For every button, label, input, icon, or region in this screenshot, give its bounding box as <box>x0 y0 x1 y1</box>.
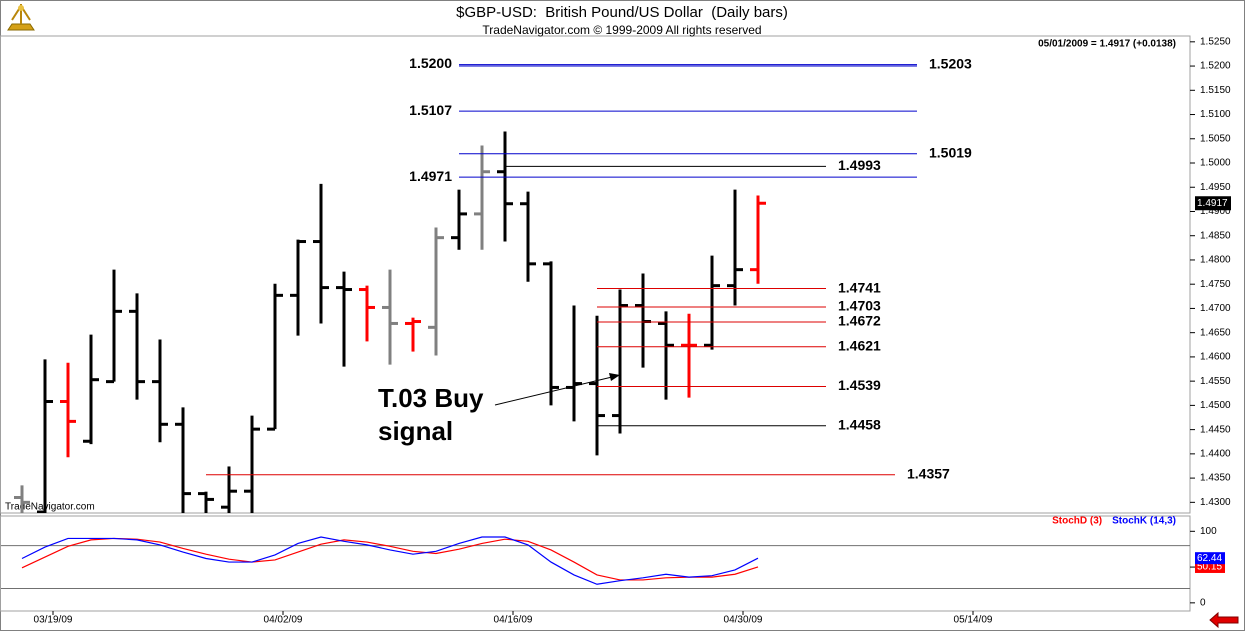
annotation: T.03 Buy <box>378 383 484 413</box>
value-label: 50.15 <box>1197 562 1222 573</box>
y-tick-label: 100 <box>1200 526 1217 537</box>
y-tick-label: 1.4700 <box>1200 303 1231 314</box>
level-label: 1.5203 <box>929 55 972 71</box>
y-tick-label: 1.4300 <box>1200 497 1231 508</box>
level-label: 1.4741 <box>838 279 881 295</box>
y-tick-label: 1.4750 <box>1200 279 1231 290</box>
watermark: TradeNavigator.com <box>5 502 95 513</box>
x-tick-label: 04/30/09 <box>724 615 763 626</box>
y-tick-label: 1.4600 <box>1200 352 1231 363</box>
y-tick-label: 1.5050 <box>1200 133 1231 144</box>
last-price: 1.4917 <box>1197 198 1228 209</box>
y-tick-label: 1.5000 <box>1200 158 1231 169</box>
logo <box>7 4 35 31</box>
level-label: 1.4993 <box>838 157 881 173</box>
y-tick-label: 1.5150 <box>1200 85 1231 96</box>
price-panel <box>0 35 1191 514</box>
x-tick-label: 03/19/09 <box>34 615 73 626</box>
y-tick-label: 1.4800 <box>1200 255 1231 266</box>
y-tick-label: 1.4400 <box>1200 449 1231 460</box>
y-tick-label: 1.5250 <box>1200 36 1231 47</box>
y-tick-label: 1.4900 <box>1200 206 1231 217</box>
level-label: 1.4539 <box>838 377 881 393</box>
legend-entry: StochK (14,3) <box>1112 516 1176 527</box>
level-label: 1.4672 <box>838 313 881 329</box>
y-tick-label: 1.4350 <box>1200 473 1231 484</box>
annotation-arrow <box>494 373 620 406</box>
y-tick-label: 1.4850 <box>1200 230 1231 241</box>
y-tick-label: 1.5200 <box>1200 61 1231 72</box>
level-label: 1.5019 <box>929 144 972 160</box>
y-tick-label: 1.4500 <box>1200 400 1231 411</box>
y-tick-label: 1.4650 <box>1200 327 1231 338</box>
chart-subtitle: TradeNavigator.com © 1999-2009 All right… <box>482 23 761 37</box>
level-label: 1.4357 <box>907 465 950 481</box>
stoch-line <box>21 536 759 585</box>
y-tick-label: 0 <box>1200 597 1206 608</box>
level-label: 1.4971 <box>409 168 452 184</box>
y-tick-label: 1.5100 <box>1200 109 1231 120</box>
last-price-box <box>1195 196 1231 211</box>
level-label: 1.5107 <box>409 102 452 118</box>
level-label: 1.4703 <box>838 298 881 314</box>
value-box <box>1195 552 1225 565</box>
level-label: 1.4621 <box>838 337 881 353</box>
level-label: 1.4458 <box>838 416 881 432</box>
value-label: 62.44 <box>1197 553 1222 564</box>
x-tick-label: 05/14/09 <box>954 615 993 626</box>
price-bars <box>14 131 766 513</box>
y-tick-label: 1.4950 <box>1200 182 1231 193</box>
y-tick-label: 1.4450 <box>1200 424 1231 435</box>
scroll-arrow[interactable] <box>1209 611 1239 629</box>
legend-entry: StochD (3) <box>1052 516 1102 527</box>
chart-title: $GBP-USD: British Pound/US Dollar (Daily… <box>456 4 788 21</box>
level-label: 1.5200 <box>409 55 452 71</box>
x-tick-label: 04/02/09 <box>264 615 303 626</box>
stoch-panel <box>0 515 1191 612</box>
annotation: signal <box>378 416 453 446</box>
x-tick-label: 04/16/09 <box>494 615 533 626</box>
stoch-line <box>21 537 759 581</box>
y-tick-label: 1.4550 <box>1200 376 1231 387</box>
quote: 05/01/2009 = 1.4917 (+0.0138) <box>1038 39 1176 50</box>
